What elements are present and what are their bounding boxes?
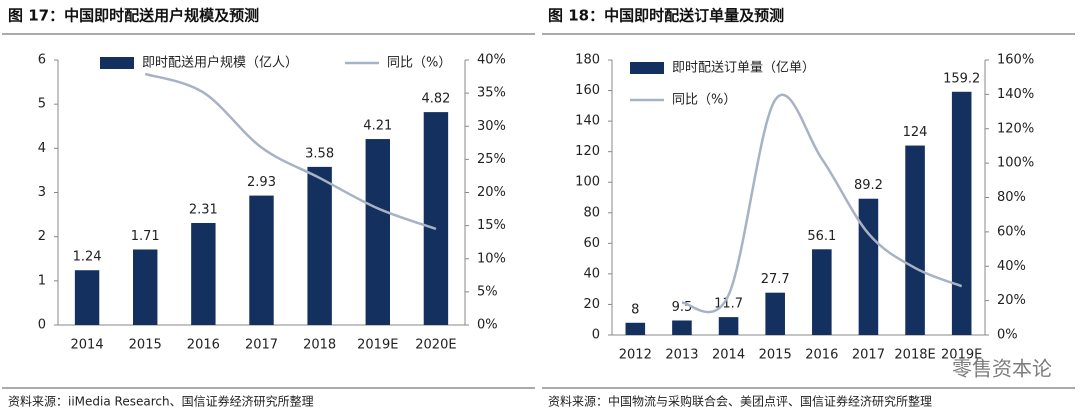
value-label: 159.2 xyxy=(943,71,980,86)
x-tick-label: 2016 xyxy=(187,338,220,353)
y2-tick-label: 80% xyxy=(997,190,1026,205)
value-label: 124 xyxy=(903,125,928,140)
y2-tick-label: 40% xyxy=(477,53,506,68)
y2-tick-label: 40% xyxy=(997,259,1026,274)
value-label: 8 xyxy=(631,302,639,317)
value-label: 27.7 xyxy=(761,272,790,287)
x-tick-label: 2016 xyxy=(805,348,838,363)
legend-label: 同比（%） xyxy=(672,93,736,108)
y-tick-label: 3 xyxy=(38,185,46,200)
bar xyxy=(307,166,332,325)
y2-tick-label: 35% xyxy=(477,86,506,101)
y-tick-label: 6 xyxy=(38,53,46,68)
bar xyxy=(812,249,832,335)
bar xyxy=(905,145,925,335)
y2-tick-label: 20% xyxy=(477,185,506,200)
x-tick-label: 2014 xyxy=(71,338,104,353)
source: 资料来源：中国物流与采购联合会、美团点评、国信证券经济研究所整理 xyxy=(548,394,932,409)
x-tick-label: 2015 xyxy=(129,338,162,353)
x-tick-label: 2020E xyxy=(415,338,456,353)
x-tick-label: 2019E xyxy=(941,348,982,363)
y2-tick-label: 60% xyxy=(997,224,1026,239)
line xyxy=(144,72,437,231)
x-tick-label: 2017 xyxy=(852,348,885,363)
bar xyxy=(249,195,274,325)
x-tick-label: 2019E xyxy=(357,338,398,353)
x-tick-label: 2012 xyxy=(619,348,652,363)
value-label: 4.21 xyxy=(363,119,392,134)
bar xyxy=(133,249,158,325)
y2-tick-label: 15% xyxy=(477,218,506,233)
y-tick-label: 2 xyxy=(38,229,46,244)
legend-label: 即时配送用户规模（亿人） xyxy=(142,55,298,71)
bar xyxy=(625,322,646,335)
chart: 图 18：中国即时配送订单量及预测资料来源：中国物流与采购联合会、美团点评、国信… xyxy=(542,7,1075,409)
bar xyxy=(191,222,216,325)
y2-tick-label: 120% xyxy=(997,121,1034,136)
x-tick-label: 2018 xyxy=(303,338,336,353)
y-tick-label: 0 xyxy=(38,318,46,333)
bar xyxy=(423,112,449,325)
y-tick-label: 20 xyxy=(583,297,600,312)
y-tick-label: 1 xyxy=(38,273,46,288)
y-tick-label: 5 xyxy=(38,97,46,112)
legend-label: 即时配送订单量（亿单） xyxy=(672,61,815,76)
bar xyxy=(74,270,100,325)
y-tick-label: 140 xyxy=(575,114,600,129)
y-tick-label: 40 xyxy=(583,266,600,281)
y2-tick-label: 100% xyxy=(997,156,1034,171)
y-tick-label: 160 xyxy=(575,83,600,98)
value-label: 2.93 xyxy=(247,175,276,190)
value-label: 4.82 xyxy=(421,92,450,107)
watermark: 零售资本论 xyxy=(952,357,1052,381)
y2-tick-label: 140% xyxy=(997,87,1034,102)
legend-label: 同比（%） xyxy=(387,56,451,71)
line xyxy=(681,93,963,314)
x-tick-label: 2018E xyxy=(894,348,935,363)
chart-title: 图 17：中国即时配送用户规模及预测 xyxy=(8,7,259,25)
x-tick-label: 2013 xyxy=(665,348,698,363)
bar xyxy=(672,320,692,335)
y-tick-label: 80 xyxy=(583,205,600,220)
y2-tick-label: 30% xyxy=(477,119,506,134)
value-label: 1.24 xyxy=(73,250,102,265)
legend-swatch xyxy=(630,62,664,74)
y2-tick-label: 20% xyxy=(997,293,1026,308)
y-tick-label: 4 xyxy=(38,141,46,156)
value-label: 56.1 xyxy=(807,229,836,244)
y-tick-label: 60 xyxy=(583,236,600,251)
y2-tick-label: 10% xyxy=(477,251,506,266)
bar xyxy=(951,91,972,336)
chart-title: 图 18：中国即时配送订单量及预测 xyxy=(548,7,784,25)
bar xyxy=(718,317,739,335)
y2-tick-label: 0% xyxy=(477,318,498,333)
value-label: 1.71 xyxy=(131,229,160,244)
bar xyxy=(365,139,390,325)
y2-tick-label: 0% xyxy=(997,328,1018,343)
y2-tick-label: 5% xyxy=(477,284,498,299)
value-label: 3.58 xyxy=(305,146,334,161)
value-label: 89.2 xyxy=(854,178,883,193)
x-tick-label: 2014 xyxy=(712,348,745,363)
bar xyxy=(858,198,879,335)
y-tick-label: 180 xyxy=(575,53,600,68)
y2-tick-label: 25% xyxy=(477,152,506,167)
y2-tick-label: 160% xyxy=(997,53,1034,68)
source: 资料来源：iiMedia Research、国信证券经济研究所整理 xyxy=(8,394,314,409)
legend-swatch xyxy=(100,57,134,69)
y-tick-label: 0 xyxy=(592,328,600,343)
x-tick-label: 2017 xyxy=(245,338,278,353)
y-tick-label: 120 xyxy=(575,144,600,159)
bar xyxy=(765,292,785,335)
value-label: 2.31 xyxy=(189,202,218,217)
x-tick-label: 2015 xyxy=(759,348,792,363)
y-tick-label: 100 xyxy=(575,175,600,190)
